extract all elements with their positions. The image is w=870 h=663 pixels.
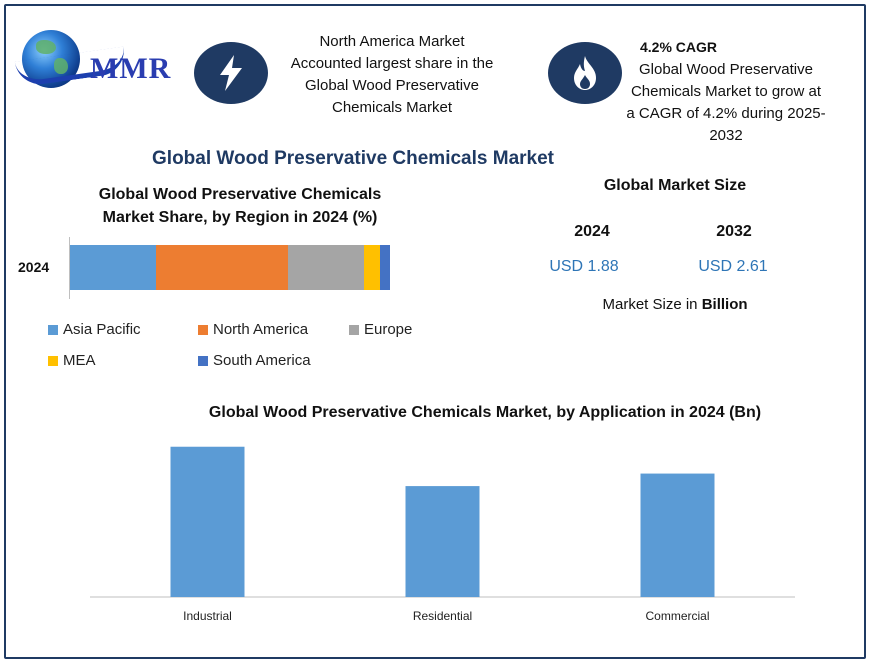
info-north-america: North America Market Accounted largest s… <box>272 31 512 119</box>
market-size-unit: Billion <box>701 296 748 313</box>
legend-item-mea: MEA <box>48 352 96 369</box>
brand-name: MMR <box>90 52 172 85</box>
info-line: Global Wood Preservative <box>305 77 479 94</box>
legend-swatch <box>198 355 208 366</box>
lightning-icon <box>194 42 268 104</box>
legend-swatch <box>48 324 58 335</box>
mmr-logo: MMR <box>14 24 181 90</box>
share-chart-title-line: Global Wood Preservative Chemicals <box>98 186 382 203</box>
legend-label: Asia Pacific <box>63 321 141 338</box>
info-cagr: Global Wood Preservative Chemicals Marke… <box>612 59 840 147</box>
info-line: Chemicals Market to grow at <box>630 83 822 100</box>
cagr-title: 4.2% CAGR <box>640 39 718 55</box>
market-size-value-2032: USD 2.61 <box>698 258 768 275</box>
legend-label: MEA <box>63 352 96 369</box>
market-size-note-prefix: Market Size in <box>602 296 702 313</box>
bar-segment-asia-pacific <box>70 245 157 290</box>
legend-label: Europe <box>364 321 413 338</box>
info-line: Global Wood Preservative <box>639 61 813 78</box>
x-tick-label: Industrial <box>183 609 232 623</box>
bar-segment-europe <box>287 245 365 290</box>
legend-item-north-america: North America <box>198 321 308 338</box>
bar-industrial <box>170 446 245 597</box>
share-chart-title-line: Market Share, by Region in 2024 (%) <box>102 209 378 226</box>
main-title: Global Wood Preservative Chemicals Marke… <box>152 148 554 169</box>
market-size-note: Market Size in Billion <box>560 296 790 313</box>
share-chart-title: Global Wood Preservative Chemicals Marke… <box>60 183 420 229</box>
legend-swatch <box>349 324 359 335</box>
legend-item-south-america: South America <box>198 352 311 369</box>
globe-land-shape <box>54 58 68 74</box>
globe-icon <box>22 30 80 88</box>
application-chart-title: Global Wood Preservative Chemicals Marke… <box>208 404 762 421</box>
x-tick-label: Residential <box>413 609 472 623</box>
legend-label: North America <box>213 321 309 338</box>
stack-category-label: 2024 <box>18 259 50 275</box>
market-size-year-2024: 2024 <box>574 223 610 240</box>
info-line: Chemicals Market <box>331 99 453 116</box>
bar-commercial <box>640 473 715 597</box>
bar-residential <box>405 486 480 597</box>
info-line: North America Market <box>319 33 465 50</box>
legend-item-asia-pacific: Asia Pacific <box>48 321 141 338</box>
globe-land-shape <box>36 40 56 54</box>
bar-segment-north-america <box>156 245 288 290</box>
info-line: Accounted largest share in the <box>290 55 494 72</box>
info-line: 2032 <box>709 127 743 144</box>
flame-icon <box>548 42 622 104</box>
legend-item-europe: Europe <box>349 321 412 338</box>
legend-swatch <box>48 355 58 366</box>
stacked-bar <box>70 245 390 290</box>
market-size-title: Global Market Size <box>603 177 747 194</box>
market-size-year-2032: 2032 <box>716 223 752 240</box>
info-line: a CAGR of 4.2% during 2025- <box>626 105 826 122</box>
legend-swatch <box>198 324 208 335</box>
market-size-value-2024: USD 1.88 <box>549 258 619 275</box>
bar-segment-south-america <box>380 245 390 290</box>
bar-segment-mea <box>364 245 381 290</box>
stack-axis <box>69 237 70 299</box>
legend-label: South America <box>213 352 311 369</box>
x-tick-label: Commercial <box>645 609 709 623</box>
page-frame <box>4 4 866 659</box>
